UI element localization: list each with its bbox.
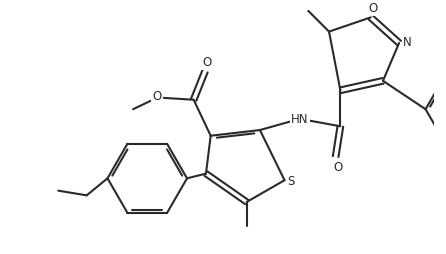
Text: O: O bbox=[368, 3, 377, 15]
Text: O: O bbox=[152, 90, 161, 103]
Text: O: O bbox=[202, 56, 211, 69]
Text: O: O bbox=[333, 160, 342, 173]
Text: HN: HN bbox=[291, 113, 309, 126]
Text: S: S bbox=[288, 174, 295, 187]
Text: N: N bbox=[403, 35, 412, 48]
